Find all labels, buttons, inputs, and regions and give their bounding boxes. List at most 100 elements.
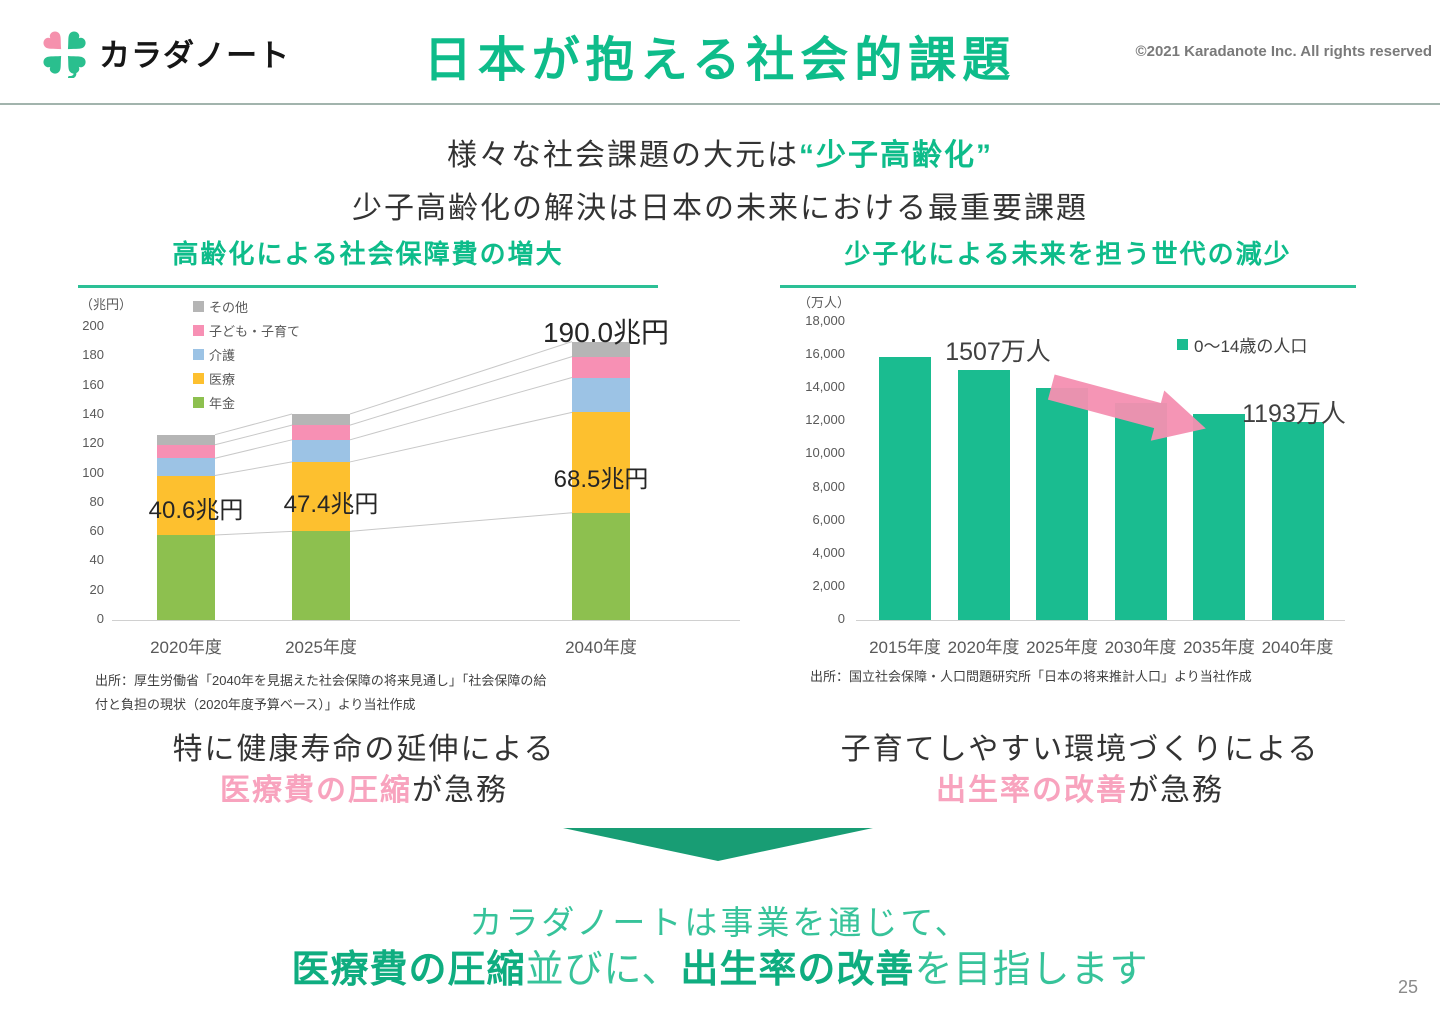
- legend-swatch: [193, 349, 204, 360]
- left-y-axis-tick: 140: [82, 405, 104, 421]
- legend-label: 医療: [209, 372, 236, 387]
- segment-connector-line: [214, 439, 293, 459]
- legend-swatch: [193, 325, 204, 336]
- logo-text: カラダノート: [99, 37, 291, 73]
- population-bar: [1193, 414, 1245, 620]
- right-x-axis-label: 2015年度: [869, 638, 941, 657]
- left-y-axis-tick: 120: [82, 435, 104, 451]
- footer-line-1: カラダノートは事業を通じて、: [469, 904, 971, 941]
- segment-connector-line: [349, 341, 573, 415]
- footer-suffix: を目指します: [914, 949, 1149, 991]
- segment-connector-line: [214, 530, 293, 536]
- right-y-axis-tick: 10,000: [805, 445, 845, 461]
- intro-line-2: 少子高齢化の解決は日本の未来における最重要課題: [352, 192, 1088, 225]
- left-y-axis-tick: 100: [82, 464, 104, 480]
- copyright-text: ©2021 Karadanote Inc. All rights reserve…: [1135, 43, 1432, 60]
- header-divider: [0, 103, 1440, 105]
- bar-segment-医療: [572, 412, 630, 513]
- right-message-line-1: 子育てしやすい環境づくりによる: [780, 729, 1380, 770]
- left-legend-item: 年金: [193, 393, 235, 412]
- right-x-axis-label: 2035年度: [1183, 638, 1255, 657]
- left-message-line-1: 特に健康寿命の延伸による: [64, 729, 664, 770]
- left-y-axis-tick: 20: [89, 581, 104, 597]
- right-chart-unit-label: （万人）: [798, 295, 851, 310]
- left-source-line-2: 付と負担の現状（2020年度予算ベース）」より当社作成: [95, 697, 416, 712]
- segment-connector-line: [349, 356, 573, 426]
- right-y-axis-tick: 0: [837, 611, 845, 626]
- bar-segment-医療: [292, 461, 350, 532]
- annotation-label: 1507万人: [945, 338, 1051, 366]
- segment-connector-line: [349, 377, 573, 441]
- footer-mid: 並びに、: [525, 949, 681, 991]
- right-y-axis-tick: 4,000: [812, 544, 845, 560]
- bar-segment-その他: [292, 414, 350, 426]
- right-title-underline: [780, 285, 1356, 288]
- bar-segment-子ども・子育て: [572, 356, 630, 378]
- value-label: 68.5兆円: [553, 466, 649, 493]
- right-y-axis-tick: 8,000: [812, 478, 845, 494]
- legend-label: 0〜14歳の人口: [1194, 337, 1308, 356]
- population-bar: [957, 370, 1010, 620]
- population-bar: [1036, 387, 1088, 620]
- bar-segment-その他: [572, 341, 630, 357]
- right-source-line-1: 出所：国立社会保障・人口問題研究所「日本の将来推計人口」より当社作成: [810, 669, 1252, 684]
- population-bar: [1114, 403, 1167, 620]
- value-label: 190.0兆円: [542, 317, 670, 348]
- legend-swatch: [193, 373, 204, 384]
- right-y-axis-tick: 14,000: [805, 379, 845, 395]
- left-legend-item: 介護: [193, 345, 235, 364]
- right-message-highlight: 出生率の改善: [936, 774, 1128, 807]
- left-y-axis-tick: 80: [89, 493, 104, 509]
- right-y-axis-tick: 6,000: [812, 511, 845, 527]
- left-x-axis-label: 2020年度: [150, 638, 222, 657]
- right-message-suffix: が急務: [1128, 774, 1224, 807]
- legend-swatch: [193, 301, 204, 312]
- page-number: 25: [1397, 977, 1418, 997]
- legend-label: その他: [209, 300, 249, 315]
- left-chart-title: 高齢化による社会保障費の増大: [172, 239, 564, 269]
- left-y-axis-tick: 0: [96, 611, 104, 626]
- intro-line1-prefix: 様々な社会課題の大元は: [447, 139, 799, 172]
- green-down-arrow-icon: [563, 828, 873, 861]
- segment-connector-line: [214, 424, 293, 446]
- left-x-axis-label: 2040年度: [565, 638, 637, 657]
- left-title-underline: [78, 285, 658, 288]
- left-message-highlight: 医療費の圧縮: [220, 774, 412, 807]
- right-y-axis-tick: 16,000: [805, 346, 845, 362]
- left-y-axis-tick: 180: [82, 347, 104, 363]
- left-message-line-2: 医療費の圧縮が急務: [64, 770, 664, 811]
- right-x-axis-label: 2030年度: [1104, 638, 1177, 657]
- left-legend-item: 子ども・子育て: [193, 321, 300, 340]
- left-y-axis-tick: 200: [82, 318, 104, 333]
- legend-label: 年金: [209, 396, 236, 411]
- bar-segment-年金: [292, 531, 350, 620]
- left-x-axis-line: [112, 620, 740, 621]
- left-legend-item: その他: [193, 297, 248, 316]
- bar-segment-介護: [157, 458, 215, 476]
- right-x-axis-line: [856, 620, 1345, 621]
- footer-bold-1: 医療費の圧縮: [291, 949, 526, 991]
- right-y-axis-tick: 18,000: [805, 312, 845, 328]
- logo: カラダノート: [38, 26, 290, 78]
- page-title: 日本が抱える社会的課題: [423, 34, 1017, 87]
- bar-segment-子ども・子育て: [157, 444, 215, 459]
- population-bar: [1271, 422, 1324, 620]
- right-x-axis-label: 2025年度: [1026, 638, 1098, 657]
- legend-label: 介護: [209, 348, 236, 363]
- left-message-suffix: が急務: [412, 774, 508, 807]
- left-chart-source: 出所：厚生労働省「2040年を見据えた社会保障の将来見通し」「社会保障の給 付と…: [95, 669, 615, 717]
- segment-connector-line: [214, 413, 293, 436]
- right-chart-legend: 0〜14歳の人口: [1177, 332, 1307, 357]
- bar-segment-年金: [157, 535, 215, 620]
- left-y-axis-tick: 40: [89, 552, 104, 568]
- population-bar: [879, 356, 931, 620]
- left-y-axis-tick: 160: [82, 376, 104, 392]
- bar-segment-医療: [157, 475, 215, 536]
- left-chart-unit-label: （兆円）: [80, 297, 133, 312]
- right-chart-title: 少子化による未来を担う世代の減少: [844, 239, 1292, 269]
- value-label: 40.6兆円: [148, 497, 244, 524]
- right-x-axis-label: 2040年度: [1261, 638, 1334, 657]
- bar-segment-その他: [157, 434, 215, 445]
- right-message-text: 子育てしやすい環境づくりによる: [840, 733, 1320, 766]
